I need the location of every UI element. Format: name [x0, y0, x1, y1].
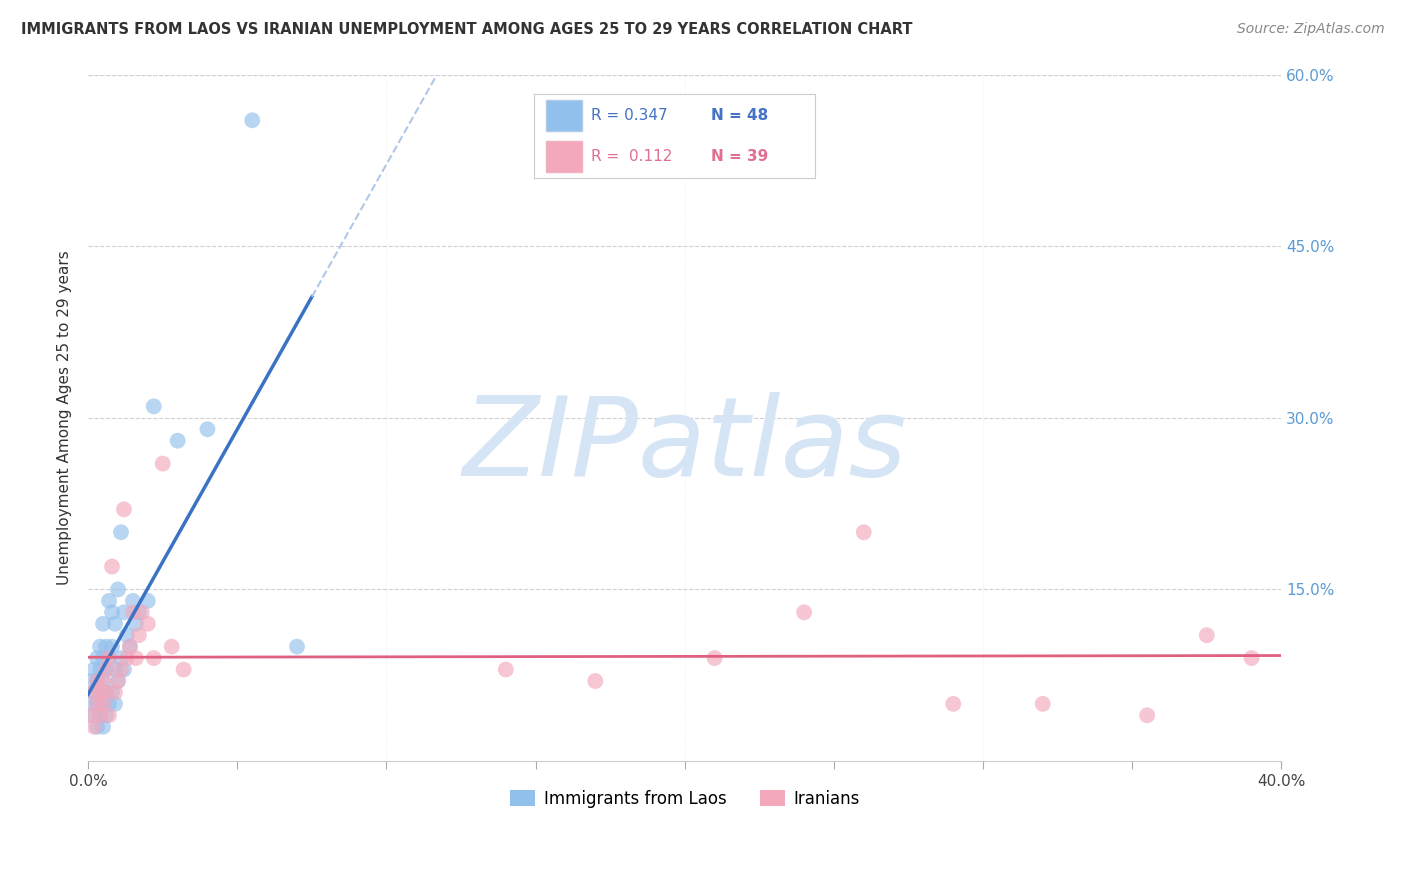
Point	[852, 525, 875, 540]
Point	[115, 628, 138, 642]
Point	[1136, 708, 1159, 723]
Point	[583, 673, 606, 688]
Point	[101, 559, 124, 574]
Point	[122, 605, 145, 619]
Text: R =  0.112: R = 0.112	[591, 149, 672, 164]
Point	[197, 422, 219, 436]
Point	[91, 697, 114, 711]
Text: Source: ZipAtlas.com: Source: ZipAtlas.com	[1237, 22, 1385, 37]
Point	[152, 457, 174, 471]
Point	[110, 525, 132, 540]
Point	[91, 651, 114, 665]
Point	[94, 685, 117, 699]
Point	[101, 605, 124, 619]
Point	[131, 605, 153, 619]
Point	[86, 720, 108, 734]
Point	[166, 434, 188, 448]
Point	[112, 605, 135, 619]
Point	[101, 685, 124, 699]
FancyBboxPatch shape	[546, 141, 582, 171]
Point	[142, 400, 165, 414]
Point	[98, 708, 121, 723]
Point	[112, 663, 135, 677]
Point	[110, 651, 132, 665]
Point	[128, 605, 150, 619]
Point	[98, 594, 121, 608]
Legend: Immigrants from Laos, Iranians: Immigrants from Laos, Iranians	[503, 783, 866, 814]
Point	[160, 640, 183, 654]
Point	[91, 720, 114, 734]
Point	[125, 616, 148, 631]
Point	[118, 640, 141, 654]
Point	[125, 651, 148, 665]
Point	[83, 663, 105, 677]
Point	[112, 502, 135, 516]
Point	[107, 673, 129, 688]
Point	[793, 605, 815, 619]
Point	[89, 685, 111, 699]
Text: IMMIGRANTS FROM LAOS VS IRANIAN UNEMPLOYMENT AMONG AGES 25 TO 29 YEARS CORRELATI: IMMIGRANTS FROM LAOS VS IRANIAN UNEMPLOY…	[21, 22, 912, 37]
Point	[107, 673, 129, 688]
Point	[91, 697, 114, 711]
Point	[136, 594, 159, 608]
Point	[285, 640, 308, 654]
Point	[80, 697, 103, 711]
Point	[86, 697, 108, 711]
Y-axis label: Unemployment Among Ages 25 to 29 years: Unemployment Among Ages 25 to 29 years	[58, 251, 72, 585]
Point	[86, 673, 108, 688]
Point	[94, 685, 117, 699]
Text: N = 39: N = 39	[711, 149, 769, 164]
Point	[83, 685, 105, 699]
Point	[89, 708, 111, 723]
Point	[86, 651, 108, 665]
Point	[173, 663, 195, 677]
Point	[89, 640, 111, 654]
Point	[80, 673, 103, 688]
Point	[94, 640, 117, 654]
Point	[94, 708, 117, 723]
Point	[98, 651, 121, 665]
Point	[80, 708, 103, 723]
Point	[89, 685, 111, 699]
Point	[94, 663, 117, 677]
Point	[86, 673, 108, 688]
Text: N = 48: N = 48	[711, 108, 769, 123]
Point	[107, 582, 129, 597]
Point	[104, 663, 127, 677]
Point	[142, 651, 165, 665]
Point	[86, 697, 108, 711]
Point	[89, 708, 111, 723]
Point	[91, 616, 114, 631]
Point	[942, 697, 965, 711]
Point	[104, 685, 127, 699]
Point	[104, 697, 127, 711]
Point	[495, 663, 517, 677]
Point	[98, 651, 121, 665]
Point	[91, 673, 114, 688]
Text: R = 0.347: R = 0.347	[591, 108, 666, 123]
Point	[98, 697, 121, 711]
Point	[703, 651, 725, 665]
Point	[110, 663, 132, 677]
Text: ZIPatlas: ZIPatlas	[463, 392, 907, 499]
Point	[1032, 697, 1054, 711]
Point	[94, 663, 117, 677]
Point	[122, 594, 145, 608]
Point	[1240, 651, 1263, 665]
FancyBboxPatch shape	[546, 101, 582, 131]
Point	[91, 673, 114, 688]
Point	[1195, 628, 1218, 642]
Point	[89, 663, 111, 677]
Point	[83, 720, 105, 734]
Point	[104, 616, 127, 631]
Point	[136, 616, 159, 631]
Point	[83, 708, 105, 723]
Point	[118, 640, 141, 654]
Point	[115, 651, 138, 665]
Point	[240, 113, 263, 128]
Point	[83, 685, 105, 699]
Point	[128, 628, 150, 642]
Point	[101, 640, 124, 654]
